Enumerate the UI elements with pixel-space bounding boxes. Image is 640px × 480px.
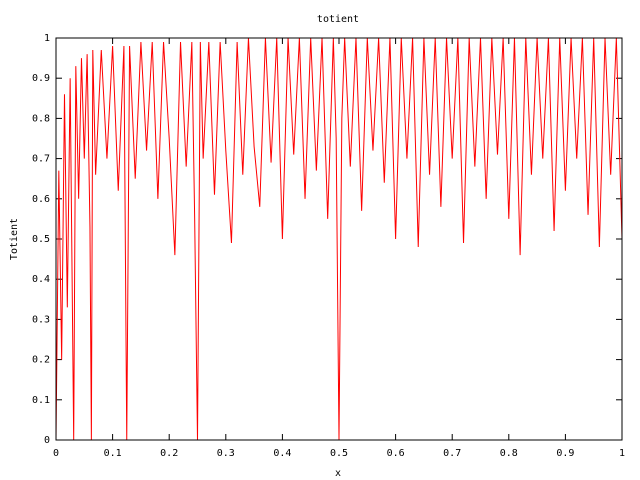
x-axis-label: x bbox=[335, 468, 341, 479]
x-tick-label: 0.8 bbox=[500, 448, 518, 459]
x-tick-label: 0.3 bbox=[217, 448, 235, 459]
y-tick-label: 0.4 bbox=[32, 274, 50, 285]
chart-title: totient bbox=[317, 14, 359, 25]
x-tick-label: 0.4 bbox=[273, 448, 291, 459]
y-tick-label: 0.2 bbox=[32, 355, 50, 366]
y-tick-label: 0.6 bbox=[32, 194, 50, 205]
y-tick-label: 0.7 bbox=[32, 154, 50, 165]
x-tick-label: 0.6 bbox=[387, 448, 405, 459]
y-tick-label: 0.5 bbox=[32, 234, 50, 245]
y-tick-label: 0.3 bbox=[32, 314, 50, 325]
y-tick-label: 0.9 bbox=[32, 73, 50, 84]
x-tick-label: 0.9 bbox=[556, 448, 574, 459]
plot-border bbox=[55, 37, 623, 441]
x-tick-label: 0.5 bbox=[330, 448, 348, 459]
y-tick-label: 1 bbox=[44, 33, 50, 44]
y-axis-label: Totient bbox=[9, 218, 20, 260]
y-tick-label: 0.1 bbox=[32, 395, 50, 406]
x-tick-label: 1 bbox=[619, 448, 625, 459]
x-tick-label: 0.2 bbox=[160, 448, 178, 459]
x-tick-label: 0 bbox=[53, 448, 59, 459]
data-line bbox=[55, 37, 623, 441]
x-tick-label: 0.1 bbox=[104, 448, 122, 459]
y-tick-label: 0 bbox=[44, 435, 50, 446]
y-tick-label: 0.8 bbox=[32, 113, 50, 124]
x-tick-label: 0.7 bbox=[443, 448, 461, 459]
